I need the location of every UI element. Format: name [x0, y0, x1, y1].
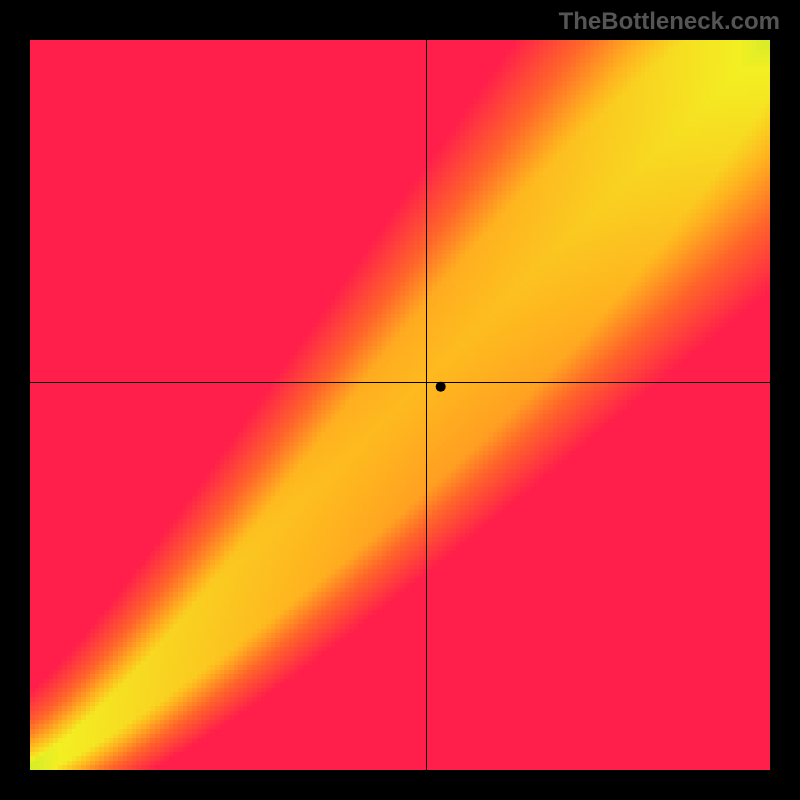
chart-container: { "watermark": { "text": "TheBottleneck.… — [0, 0, 800, 800]
watermark-text: TheBottleneck.com — [559, 8, 780, 36]
bottleneck-heatmap — [0, 0, 800, 800]
